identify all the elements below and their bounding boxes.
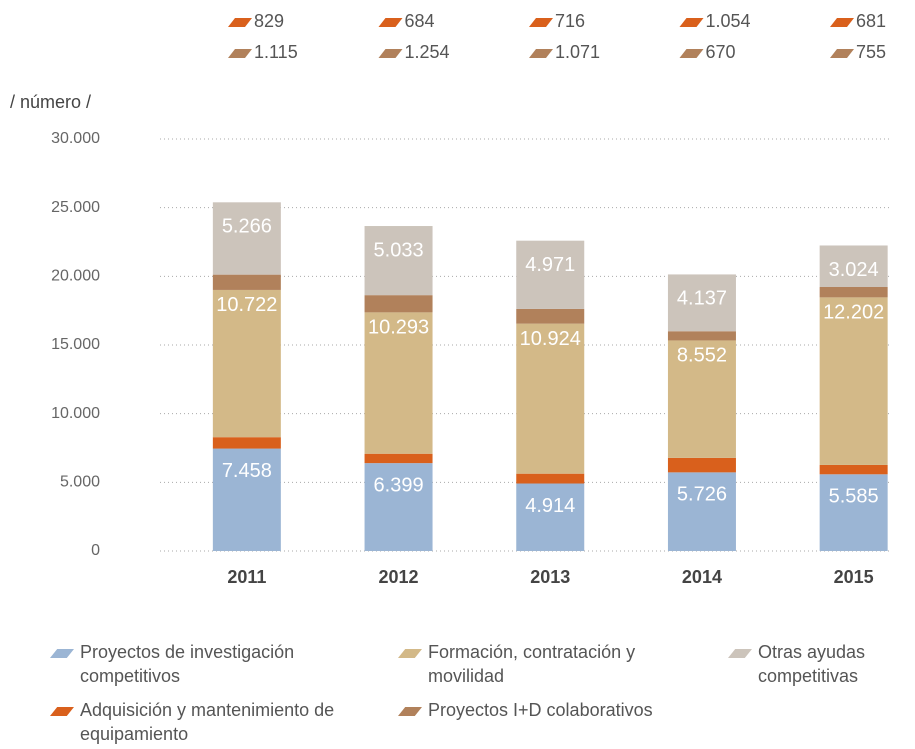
y-tick-label: 5.000 bbox=[60, 474, 100, 491]
bar-segment bbox=[516, 473, 585, 484]
y-axis-label: / número / bbox=[10, 92, 91, 112]
top-value-label: 1.115 bbox=[254, 42, 298, 62]
bar-segment bbox=[516, 240, 585, 309]
bar-segment bbox=[516, 483, 585, 551]
y-tick-label: 15.000 bbox=[51, 336, 100, 353]
top-value-label: 684 bbox=[405, 11, 435, 31]
bar-segment bbox=[819, 297, 888, 465]
bar-segment bbox=[516, 308, 585, 324]
value-label: 5.266 bbox=[222, 216, 272, 238]
bar-segment bbox=[364, 226, 433, 296]
legend-label: Formación, contratación y movilidad bbox=[428, 642, 636, 686]
legend-entry: Formación, contratación y movilidad bbox=[398, 640, 678, 688]
x-tick-label: 2012 bbox=[379, 567, 419, 587]
value-label: 4.914 bbox=[525, 495, 575, 517]
legend-swatch bbox=[228, 18, 252, 27]
top-value-label: 1.054 bbox=[706, 11, 751, 31]
legend-swatch bbox=[398, 707, 422, 716]
legend-swatch bbox=[679, 49, 704, 58]
value-label: 5.033 bbox=[374, 239, 424, 261]
y-tick-label: 30.000 bbox=[51, 130, 100, 147]
legend-label: Proyectos I+D colaborativos bbox=[428, 700, 653, 720]
value-label: 3.024 bbox=[829, 259, 879, 281]
y-tick-label: 0 bbox=[91, 542, 100, 559]
top-value-label: 681 bbox=[856, 11, 886, 31]
top-value-label: 1.254 bbox=[405, 42, 450, 62]
top-value-label: 670 bbox=[706, 42, 736, 62]
x-tick-label: 2013 bbox=[530, 567, 570, 587]
bar-segment bbox=[212, 274, 281, 290]
top-value-label: 1.071 bbox=[555, 42, 600, 62]
value-label: 4.137 bbox=[677, 288, 727, 310]
bar-segment bbox=[819, 287, 888, 298]
x-tick-label: 2015 bbox=[834, 567, 874, 587]
bar-segment bbox=[667, 274, 736, 332]
bar-segment bbox=[364, 463, 433, 551]
x-tick-label: 2011 bbox=[227, 567, 266, 587]
legend-swatch bbox=[398, 649, 422, 658]
bar-segment bbox=[212, 448, 281, 551]
value-label: 12.202 bbox=[823, 302, 884, 324]
legend-swatch bbox=[830, 49, 854, 58]
y-tick-label: 20.000 bbox=[51, 268, 100, 285]
bar-segment bbox=[364, 312, 433, 454]
y-tick-label: 25.000 bbox=[51, 199, 100, 216]
top-value-label: 755 bbox=[856, 42, 886, 62]
legend-swatch bbox=[529, 18, 553, 27]
legend-entry: Proyectos de investigación competitivos bbox=[50, 640, 330, 688]
bar-segment bbox=[819, 464, 888, 475]
legend-swatch bbox=[50, 707, 74, 716]
legend-entry: Otras ayudas competitivas bbox=[728, 640, 878, 688]
value-label: 10.293 bbox=[368, 317, 429, 339]
legend-swatch bbox=[728, 649, 752, 658]
value-label: 6.399 bbox=[374, 474, 424, 496]
bar-segment bbox=[212, 202, 281, 275]
legend-swatch bbox=[228, 49, 252, 58]
bar-segment bbox=[516, 323, 585, 474]
bar-segment bbox=[212, 437, 281, 449]
legend-label: Adquisición y mantenimiento de equipamie… bbox=[80, 700, 335, 744]
value-label: 5.585 bbox=[829, 486, 879, 508]
legend-swatch bbox=[830, 18, 854, 27]
top-value-label: 716 bbox=[555, 11, 585, 31]
legend-entry: Proyectos I+D colaborativos bbox=[398, 698, 718, 722]
legend-swatch bbox=[679, 18, 704, 27]
bar-segment bbox=[667, 331, 736, 341]
top-value-label: 829 bbox=[254, 11, 284, 31]
bar-segment bbox=[667, 472, 736, 551]
legend-swatch bbox=[378, 18, 403, 27]
value-label: 10.722 bbox=[216, 294, 277, 316]
legend-entry: Adquisición y mantenimiento de equipamie… bbox=[50, 698, 370, 746]
bar-segment bbox=[667, 340, 736, 458]
legend-swatch bbox=[378, 49, 403, 58]
value-label: 8.552 bbox=[677, 345, 727, 367]
x-tick-label: 2014 bbox=[682, 567, 722, 587]
bar-segment bbox=[819, 474, 888, 551]
bar-segment bbox=[212, 289, 281, 438]
legend-label: Otras ayudas competitivas bbox=[758, 642, 866, 686]
value-label: 5.726 bbox=[677, 484, 727, 506]
legend-label: Proyectos de investigación competitivos bbox=[80, 642, 295, 686]
legend-swatch bbox=[529, 49, 553, 58]
bar-segment bbox=[364, 295, 433, 313]
legend-swatch bbox=[50, 649, 74, 658]
bar-segment bbox=[819, 245, 888, 288]
bar-segment bbox=[364, 453, 433, 464]
value-label: 4.971 bbox=[525, 254, 575, 276]
y-tick-label: 10.000 bbox=[51, 405, 100, 422]
bar-segment bbox=[667, 457, 736, 473]
value-label: 10.924 bbox=[520, 328, 581, 350]
value-label: 7.458 bbox=[222, 460, 272, 482]
